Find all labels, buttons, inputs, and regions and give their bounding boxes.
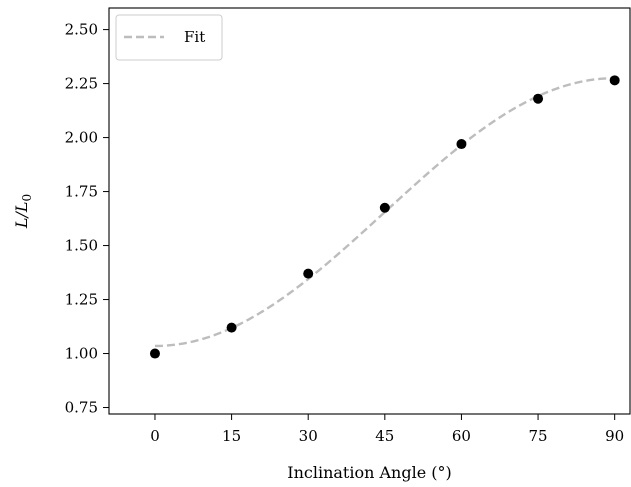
x-tick-label: 45 bbox=[375, 427, 394, 445]
data-point bbox=[609, 75, 620, 86]
data-point bbox=[456, 139, 467, 150]
x-tick-label: 60 bbox=[452, 427, 471, 445]
x-axis-label: Inclination Angle (°) bbox=[287, 463, 452, 482]
y-tick-label: 1.50 bbox=[65, 237, 98, 255]
y-axis-label-main: L/L bbox=[12, 202, 31, 230]
y-tick-label: 1.75 bbox=[65, 183, 98, 201]
x-tick-label: 30 bbox=[299, 427, 318, 445]
y-tick-label: 2.50 bbox=[65, 21, 98, 39]
legend-fit-label: Fit bbox=[184, 28, 205, 46]
x-tick-label: 90 bbox=[605, 427, 624, 445]
legend-box bbox=[115, 14, 223, 61]
legend: Fit bbox=[115, 14, 223, 61]
data-point bbox=[379, 202, 390, 213]
y-axis-label-subscript: 0 bbox=[20, 194, 34, 202]
y-tick-label: 1.00 bbox=[65, 345, 98, 363]
data-point bbox=[533, 93, 544, 104]
y-tick-label: 1.25 bbox=[65, 291, 98, 309]
data-points-group bbox=[149, 75, 620, 359]
y-tick-label: 2.25 bbox=[65, 75, 98, 93]
data-point bbox=[303, 268, 314, 279]
y-axis-ticks: 0.75 1.00 1.25 1.50 1.75 2.00 2.25 2.50 bbox=[65, 21, 109, 417]
y-axis-label: L/L0 bbox=[12, 194, 34, 229]
data-point bbox=[149, 348, 160, 359]
x-axis-ticks: 0 15 30 45 60 75 90 bbox=[150, 414, 624, 445]
plot-frame bbox=[108, 7, 631, 415]
plot-area bbox=[108, 7, 631, 415]
x-tick-label: 0 bbox=[150, 427, 160, 445]
x-tick-label: 15 bbox=[222, 427, 241, 445]
y-tick-label: 2.00 bbox=[65, 129, 98, 147]
x-tick-label: 75 bbox=[529, 427, 548, 445]
y-tick-label: 0.75 bbox=[65, 399, 98, 417]
data-point bbox=[226, 322, 237, 333]
